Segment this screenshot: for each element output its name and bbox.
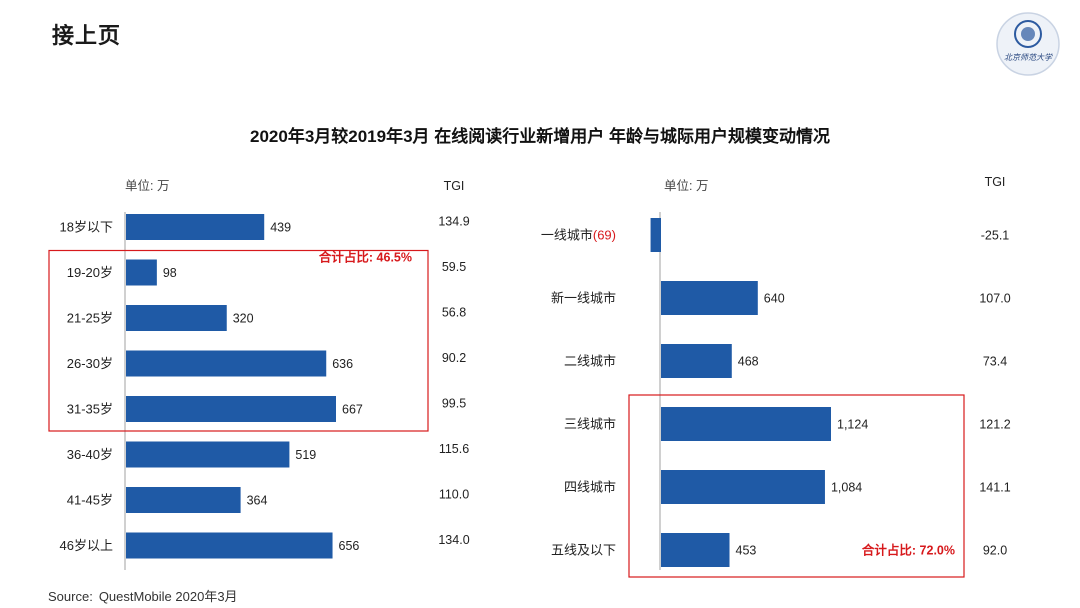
chart1-bar (126, 396, 336, 422)
chart1-tgi-value: 134.0 (438, 533, 469, 547)
chart1-bar (126, 259, 157, 286)
chart1-value-label: 656 (339, 539, 360, 553)
chart2-tgi-value: 92.0 (983, 544, 1007, 558)
chart2-tgi-value: 121.2 (979, 418, 1010, 432)
chart1-category-label: 41-45岁 (67, 493, 113, 508)
chart1-value-label: 636 (332, 357, 353, 371)
chart1-tgi-value: 134.9 (438, 215, 469, 229)
chart2-value-label: 640 (764, 292, 785, 306)
chart2-category-label: 五线及以下 (551, 543, 616, 558)
chart2-value-label: 468 (738, 355, 759, 369)
chart1-tgi-value: 90.2 (442, 351, 466, 365)
chart1-tgi-header: TGI (444, 179, 465, 193)
chart1-bar (126, 487, 241, 513)
source-note: Source: QuestMobile 2020年3月 (48, 586, 244, 605)
chart2-category-label: 三线城市 (564, 417, 616, 432)
chart1-value-label: 519 (295, 448, 316, 462)
chart2-tgi-value: -25.1 (981, 229, 1010, 243)
chart2-highlight-box (628, 394, 965, 578)
chart1-bar (126, 441, 290, 468)
chart2-tgi-value: 107.0 (979, 292, 1010, 306)
chart1-tgi-value: 110.0 (439, 488, 469, 502)
chart1-category-label: 31-35岁 (67, 402, 113, 417)
chart1-bar (126, 305, 227, 331)
chart2-tgi-value: 141.1 (979, 481, 1010, 495)
chart1-bar (126, 214, 265, 240)
chart2-category-label: 四线城市 (564, 480, 616, 495)
chart2-bar (661, 407, 831, 441)
chart1-category-label: 18岁以下 (60, 220, 113, 235)
chart2-category-label: 新一线城市 (551, 291, 616, 306)
chart2-tgi-value: 73.4 (983, 355, 1007, 369)
chart1-value-label: 439 (270, 221, 291, 235)
university-logo: 北京师范大学 (996, 12, 1060, 76)
chart-title: 2020年3月较2019年3月 在线阅读行业新增用户 年龄与城际用户规模变动情况 (250, 127, 830, 146)
chart1-value-label: 667 (342, 403, 363, 417)
page-title: 接上页 (52, 23, 122, 48)
chart1-value-label: 98 (163, 266, 177, 280)
chart1-tgi-value: 99.5 (442, 397, 466, 411)
chart1-bar (126, 350, 327, 377)
chart1-category-label: 21-25岁 (67, 311, 113, 326)
chart2-value-label: 453 (736, 544, 757, 558)
chart2-category-label: 二线城市 (564, 354, 616, 369)
chart1-category-label: 46岁以上 (60, 538, 113, 553)
chart1-value-label: 364 (247, 494, 268, 508)
chart1-category-label: 19-20岁 (67, 265, 113, 280)
chart1-tgi-value: 59.5 (442, 260, 466, 274)
chart1-highlight-label: 合计占比: 46.5% (319, 250, 412, 265)
chart1-category-label: 26-30岁 (67, 356, 113, 371)
chart2-highlight-label: 合计占比: 72.0% (862, 543, 955, 558)
source-text: QuestMobile 2020年3月 (98, 589, 238, 604)
chart2-bar (661, 470, 825, 504)
chart2-bar (650, 218, 661, 252)
chart2-value-label: 1,124 (837, 418, 868, 432)
chart1-tgi-value: 56.8 (442, 306, 466, 320)
source-label: Source: (48, 589, 93, 604)
chart2-bar (661, 344, 732, 378)
chart2-tgi-header: TGI (985, 175, 1006, 189)
chart2-bar (661, 533, 730, 567)
chart1-tgi-value: 115.6 (439, 442, 469, 456)
chart1-bar (126, 532, 333, 559)
chart1-highlight-box (48, 249, 429, 432)
chart1-category-label: 36-40岁 (67, 447, 113, 462)
chart1-unit-label: 单位: 万 (125, 178, 169, 193)
chart2-value-label: 1,084 (831, 481, 862, 495)
logo-text: 北京师范大学 (1004, 53, 1053, 62)
chart2-category-label: 一线城市(69) (541, 228, 616, 243)
chart2-unit-label: 单位: 万 (664, 178, 708, 193)
chart1-value-label: 320 (233, 312, 254, 326)
chart2-bar (661, 281, 758, 315)
